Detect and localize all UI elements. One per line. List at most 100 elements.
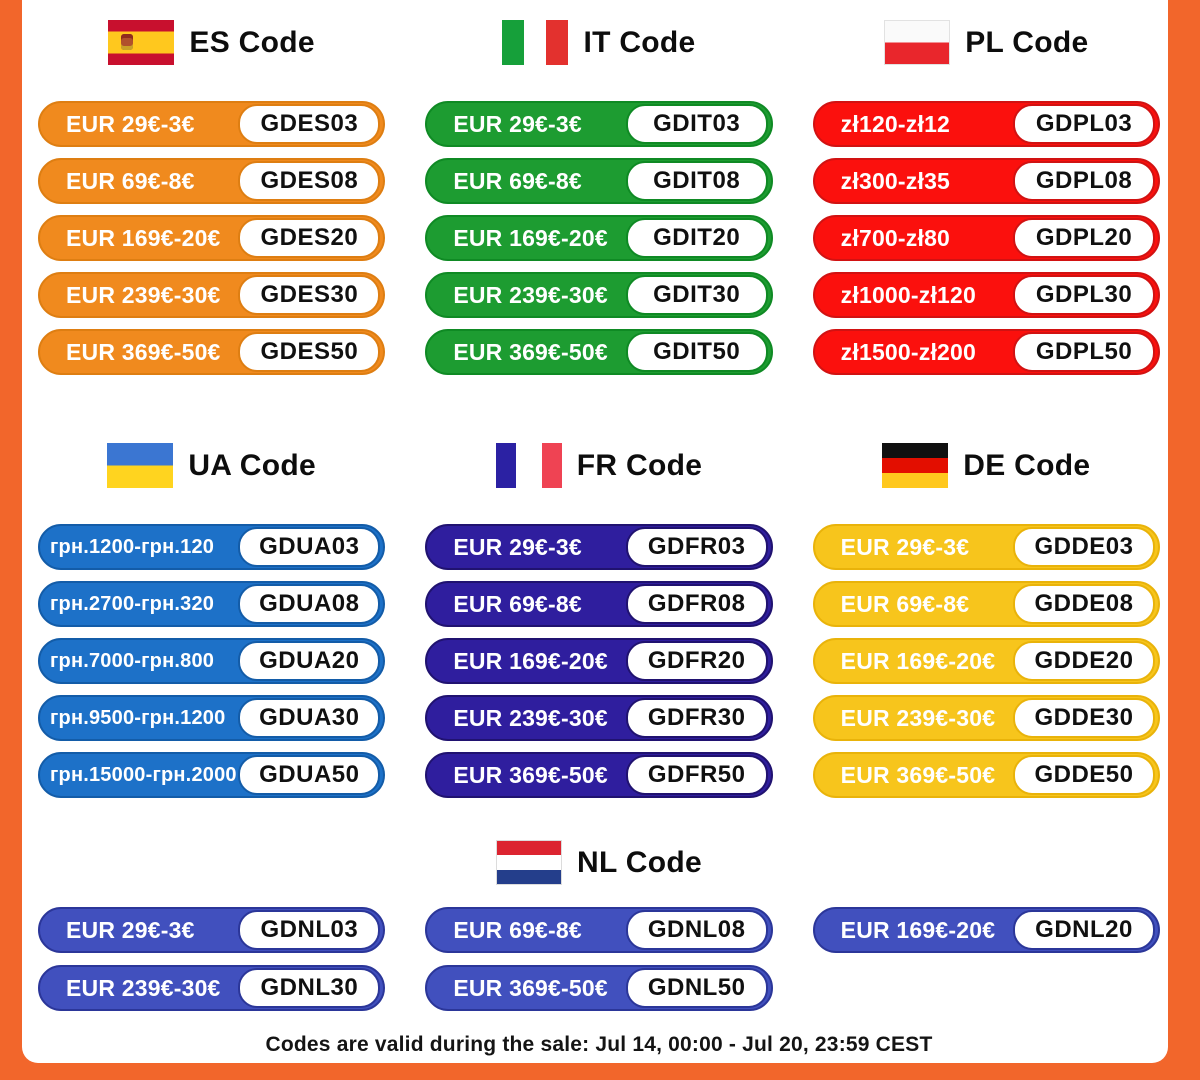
discount-value: EUR 29€-3€	[66, 110, 195, 137]
promo-code: GDNL20	[1013, 910, 1155, 950]
promo-code: GDDE50	[1013, 755, 1155, 795]
discount-value: грн.1200-грн.120	[50, 535, 215, 558]
discount-value: EUR 69€-8€	[453, 167, 582, 194]
promo-code: GDDE20	[1013, 641, 1155, 681]
promo-code: GDFR20	[625, 641, 768, 681]
discount-value: EUR 239€-30€	[453, 281, 608, 308]
discount-value: EUR 369€-50€	[840, 761, 996, 788]
discount-value: EUR 169€-20€	[840, 647, 996, 674]
promo-code: GDPL50	[1013, 332, 1155, 372]
discount-value: EUR 369€-50€	[453, 761, 608, 788]
discount-value: грн.2700-грн.320	[50, 592, 215, 615]
promo-pill-de: EUR 169€-20€ GDDE20	[812, 638, 1160, 684]
discount-value: EUR 169€-20€	[453, 224, 608, 251]
germany-flag-icon	[882, 443, 949, 488]
promo-pill-ua: грн.1200-грн.120 GDUA03	[38, 524, 386, 570]
promo-pill-it: EUR 169€-20€ GDIT20	[425, 215, 773, 261]
discount-value: EUR 69€-8€	[66, 167, 195, 194]
promo-code: GDIT03	[625, 104, 768, 144]
promo-code: GDES08	[238, 161, 381, 201]
promo-pill-it: EUR 239€-30€ GDIT30	[425, 272, 773, 318]
promo-pill-fr: EUR 69€-8€ GDFR08	[425, 581, 773, 627]
country-header-ua: UA Code	[38, 443, 385, 488]
pill-list-de: EUR 29€-3€ GDDE03 EUR 69€-8€ GDDE08 EUR 169€…	[812, 524, 1160, 798]
discount-value: грн.9500-грн.1200	[50, 706, 226, 729]
promo-code: GDIT20	[625, 218, 768, 258]
promo-pill-it: EUR 369€-50€ GDIT50	[425, 329, 773, 375]
promo-code: GDES03	[238, 104, 381, 144]
promo-pill-it: EUR 29€-3€ GDIT03	[425, 101, 773, 147]
country-title-fr: FR Code	[576, 448, 703, 482]
netherlands-flag-icon	[496, 840, 563, 885]
promo-code: GDES50	[238, 332, 381, 372]
promo-pill-pl: zł300-zł35 GDPL08	[812, 158, 1160, 204]
country-header-pl: PL Code	[813, 20, 1160, 65]
promo-code: GDFR50	[625, 755, 768, 795]
validity-note: Codes are valid during the sale: Jul 14,…	[265, 1033, 933, 1056]
discount-value: грн.7000-грн.800	[50, 649, 215, 672]
country-title-de: DE Code	[963, 448, 1091, 482]
promo-code: GDNL08	[625, 910, 768, 950]
promo-pill-nl: EUR 69€-8€ GDNL08	[425, 907, 773, 953]
discount-value: EUR 239€-30€	[66, 974, 221, 1001]
discount-value: zł700-zł80	[840, 224, 951, 251]
poland-flag-icon	[884, 20, 951, 65]
discount-value: EUR 239€-30€	[66, 281, 221, 308]
country-block-pl: PL Code zł120-zł12 GDPL03 zł300-zł35 GDPL08 z…	[812, 0, 1160, 375]
country-block-it: IT Code EUR 29€-3€ GDIT03 EUR 69€-8€ GDIT08 E…	[425, 0, 773, 375]
discount-value: zł1500-zł200	[840, 338, 977, 365]
promo-pill-pl: zł120-zł12 GDPL03	[812, 101, 1160, 147]
promo-pill-pl: zł1000-zł120 GDPL30	[812, 272, 1160, 318]
promo-pill-nl: EUR 239€-30€ GDNL30	[38, 965, 386, 1011]
promo-pill-fr: EUR 29€-3€ GDFR03	[425, 524, 773, 570]
promo-pill-de: EUR 369€-50€ GDDE50	[812, 752, 1160, 798]
country-header-es: ES Code	[38, 20, 385, 65]
promo-code: GDUA03	[238, 527, 381, 567]
italy-flag-icon	[502, 20, 569, 65]
nl-codes-grid: EUR 29€-3€ GDNL03 EUR 69€-8€ GDNL08 EUR 169€…	[38, 907, 1160, 1011]
country-title-ua: UA Code	[188, 448, 316, 482]
promo-code: GDFR03	[625, 527, 768, 567]
discount-value: EUR 29€-3€	[840, 533, 970, 560]
pill-list-pl: zł120-zł12 GDPL03 zł300-zł35 GDPL08 zł700-zł…	[812, 101, 1160, 375]
promo-code: GDDE03	[1013, 527, 1155, 567]
promo-pill-ua: грн.9500-грн.1200 GDUA30	[38, 695, 386, 741]
promo-code: GDPL20	[1013, 218, 1155, 258]
promo-pill-pl: zł1500-zł200 GDPL50	[812, 329, 1160, 375]
ukraine-flag-icon	[107, 443, 174, 488]
country-title-nl: NL Code	[577, 845, 702, 879]
promo-pill-de: EUR 239€-30€ GDDE30	[812, 695, 1160, 741]
promo-code: GDDE08	[1013, 584, 1155, 624]
discount-value: zł120-zł12	[840, 110, 951, 137]
promo-code: GDIT30	[625, 275, 768, 315]
promo-code: GDIT50	[625, 332, 768, 372]
promo-pill-ua: грн.15000-грн.2000 GDUA50	[38, 752, 386, 798]
discount-value: EUR 69€-8€	[453, 916, 582, 943]
country-header-fr: FR Code	[425, 443, 772, 488]
country-block-fr: FR Code EUR 29€-3€ GDFR03 EUR 69€-8€ GDFR08 E…	[425, 423, 773, 798]
country-block-es: ES Code EUR 29€-3€ GDES03 EUR 69€-8€ GDES08 E…	[38, 0, 386, 375]
discount-value: EUR 169€-20€	[66, 224, 221, 251]
promo-code: GDUA08	[238, 584, 381, 624]
country-title-it: IT Code	[583, 25, 696, 59]
promo-code: GDPL03	[1013, 104, 1155, 144]
promo-pill-fr: EUR 369€-50€ GDFR50	[425, 752, 773, 798]
promo-pill-ua: грн.7000-грн.800 GDUA20	[38, 638, 386, 684]
discount-value: EUR 169€-20€	[453, 647, 608, 674]
content-inner: ES Code EUR 29€-3€ GDES03 EUR 69€-8€ GDES08 E…	[22, 0, 1168, 1063]
promo-pill-pl: zł700-zł80 GDPL20	[812, 215, 1160, 261]
discount-value: EUR 239€-30€	[453, 704, 608, 731]
discount-value: EUR 69€-8€	[840, 590, 970, 617]
codes-grid-row-1: ES Code EUR 29€-3€ GDES03 EUR 69€-8€ GDES08 E…	[38, 0, 1160, 375]
promo-pill-es: EUR 29€-3€ GDES03	[38, 101, 386, 147]
discount-value: EUR 369€-50€	[453, 338, 608, 365]
promo-code: GDDE30	[1013, 698, 1155, 738]
pill-list-fr: EUR 29€-3€ GDFR03 EUR 69€-8€ GDFR08 EUR 169€…	[425, 524, 773, 798]
france-flag-icon	[495, 443, 562, 488]
discount-value: грн.15000-грн.2000	[50, 763, 237, 786]
pill-list-es: EUR 29€-3€ GDES03 EUR 69€-8€ GDES08 EUR 169€…	[38, 101, 386, 375]
country-block-ua: UA Code грн.1200-грн.120 GDUA03 грн.2700-гр…	[38, 423, 386, 798]
promo-code: GDES20	[238, 218, 381, 258]
pill-list-it: EUR 29€-3€ GDIT03 EUR 69€-8€ GDIT08 EUR 169€…	[425, 101, 773, 375]
promo-pill-nl: EUR 369€-50€ GDNL50	[425, 965, 773, 1011]
